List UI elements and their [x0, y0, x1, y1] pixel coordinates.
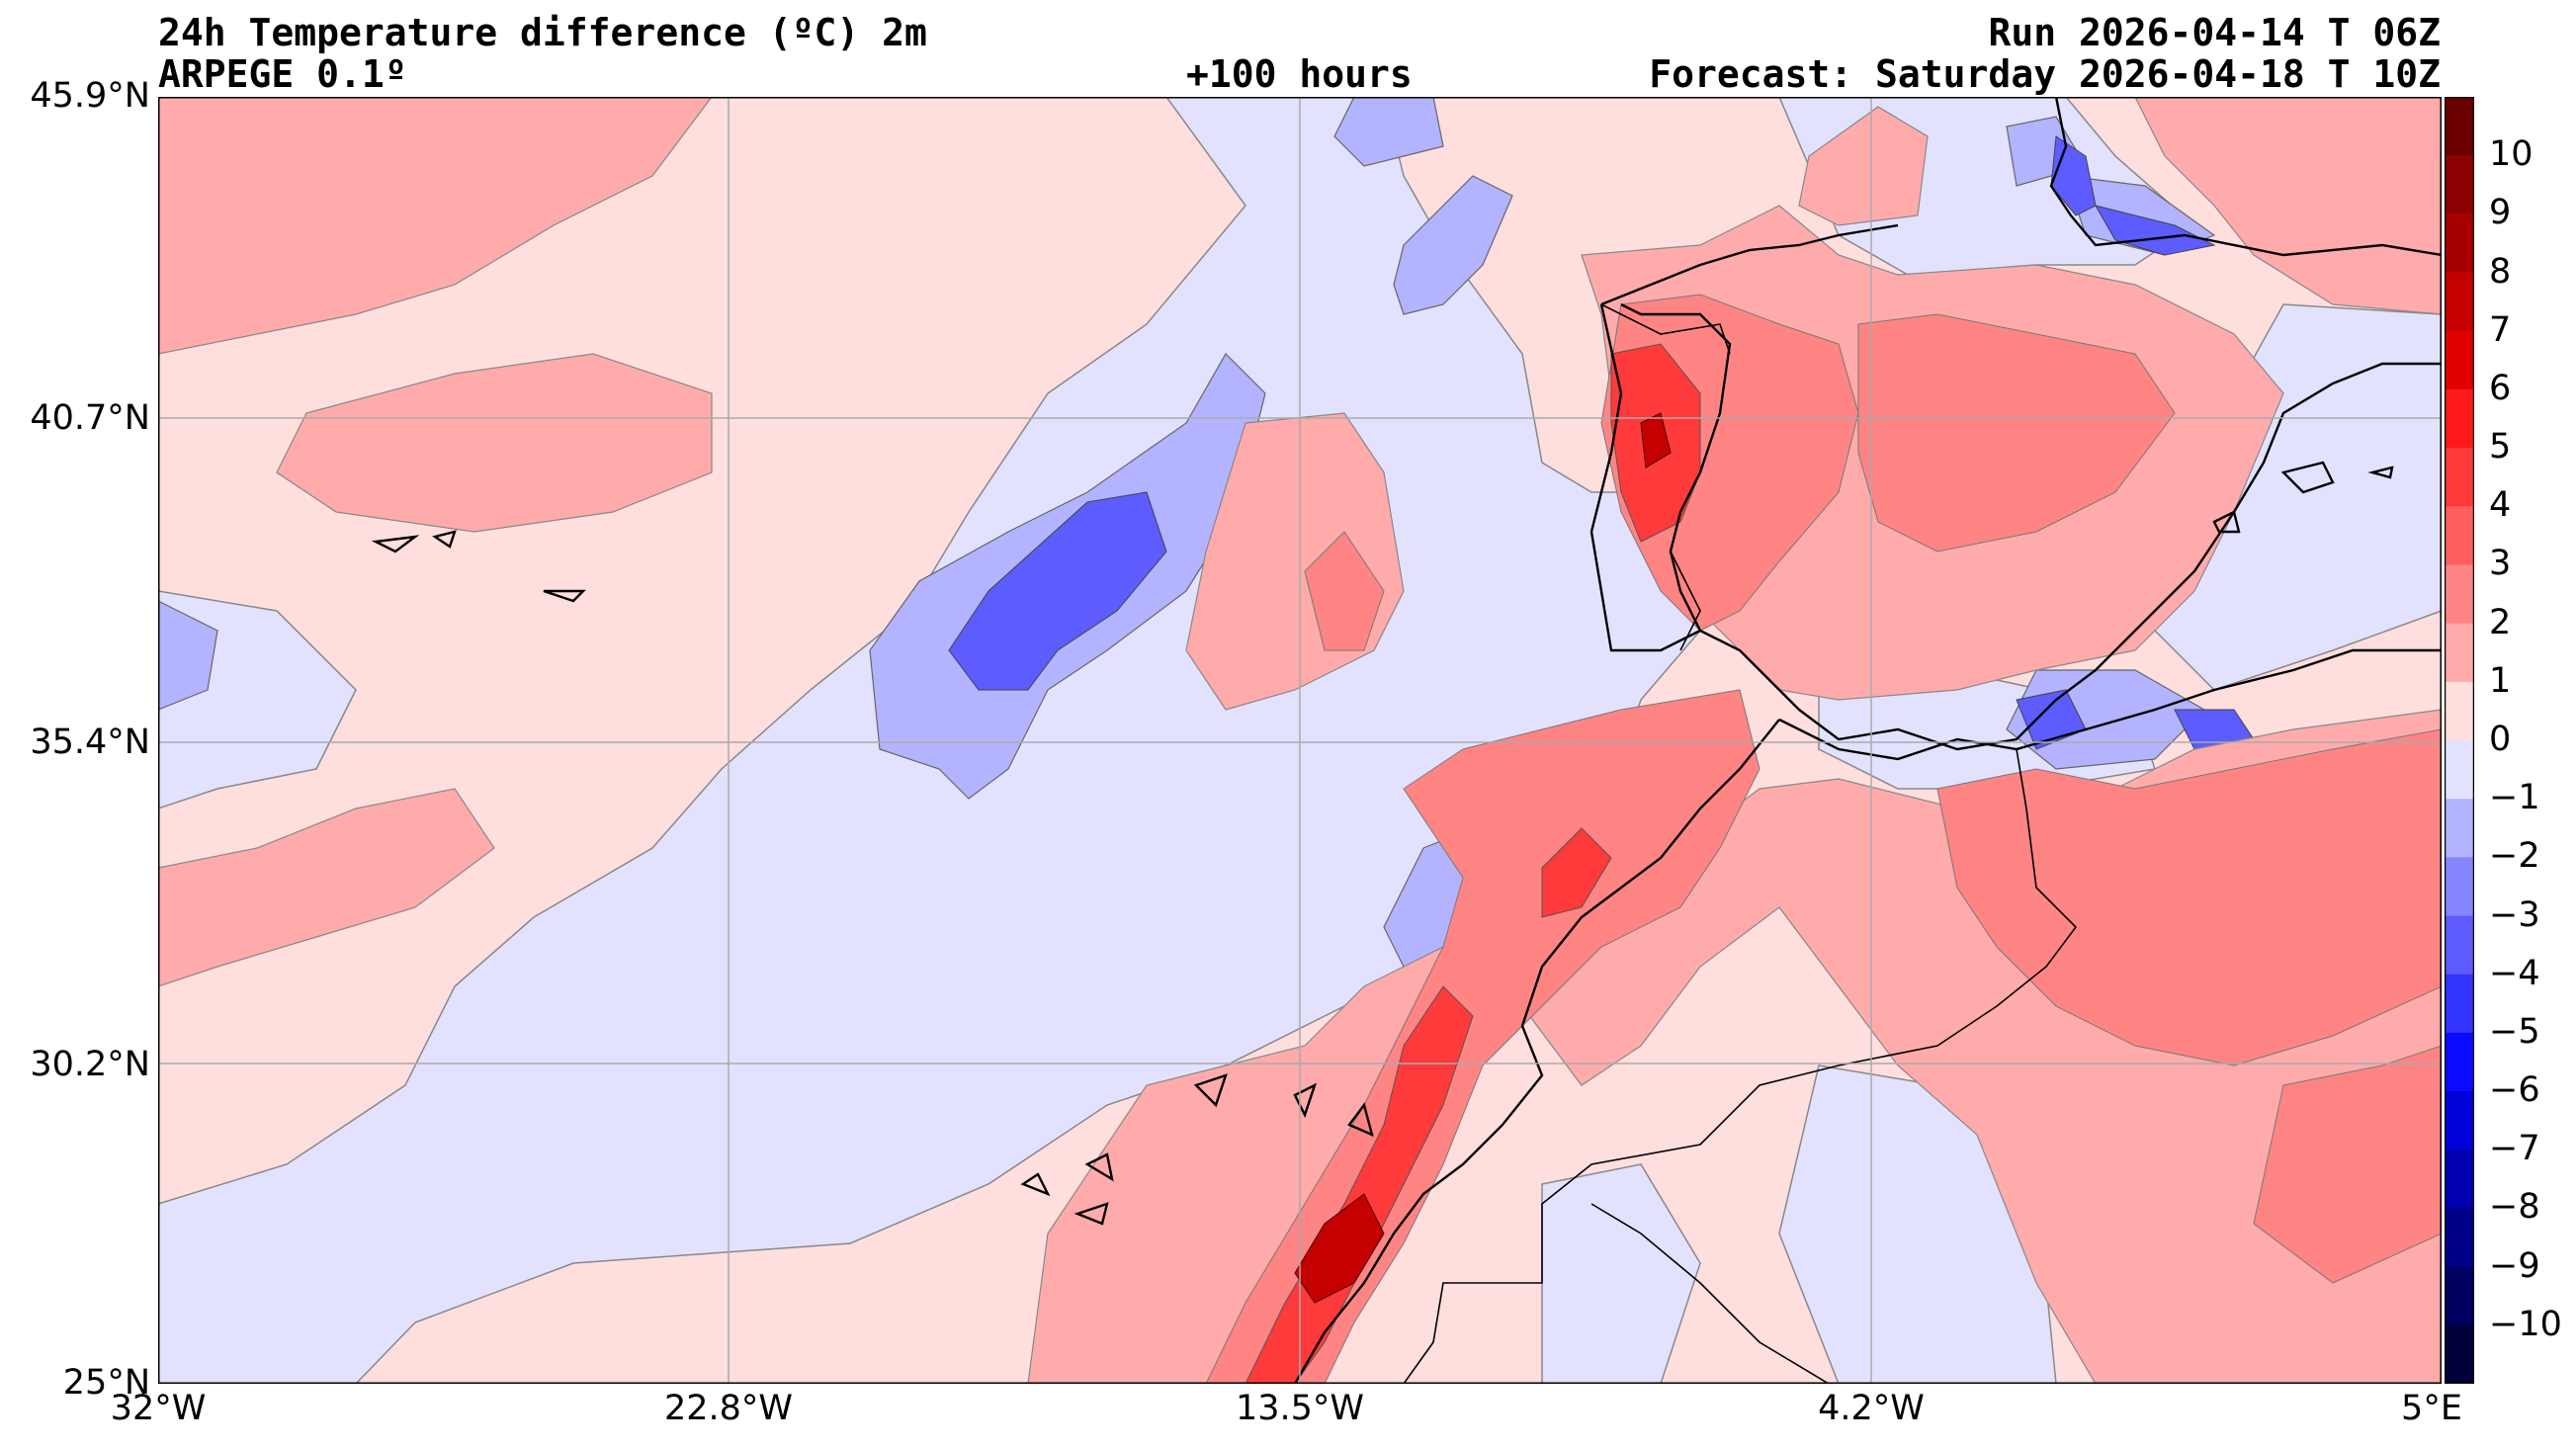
- lon-label: 5°E: [2401, 1389, 2462, 1428]
- colorbar-swatch: [2445, 799, 2474, 858]
- colorbar-tick-label: 8: [2489, 251, 2512, 292]
- lon-label: 32°W: [110, 1389, 207, 1428]
- colorbar-tick-label: 10: [2489, 134, 2533, 175]
- lead-time-label: +100 hours: [1186, 52, 1413, 96]
- extreme-heat-zones: [1294, 412, 1672, 1304]
- colorbar-tick-label: −1: [2489, 778, 2540, 818]
- colorbar-tick-label: −3: [2489, 894, 2540, 935]
- colorbar-tick-label: −8: [2489, 1187, 2540, 1228]
- colorbar-tick-label: −7: [2489, 1129, 2540, 1169]
- colorbar: [2445, 97, 2474, 1384]
- colorbar-swatch: [2445, 1091, 2474, 1150]
- colorbar-tick-label: −5: [2489, 1011, 2540, 1052]
- model-label: ARPEGE 0.1º: [158, 52, 407, 96]
- colorbar-swatch: [2445, 155, 2474, 214]
- lat-label: 35.4°N: [30, 723, 150, 762]
- colorbar-swatch: [2445, 564, 2474, 625]
- lat-label: 25°N: [62, 1363, 150, 1403]
- colorbar-swatch: [2445, 388, 2474, 449]
- country-borders: [1403, 303, 2078, 1384]
- map-title: 24h Temperature difference (ºC) 2m: [158, 11, 927, 54]
- colorbar-swatch: [2445, 681, 2474, 741]
- colorbar-tick-label: 7: [2489, 309, 2512, 350]
- forecast-label: Forecast: Saturday 2026-04-18 T 10Z: [1649, 52, 2441, 96]
- colorbar-swatch: [2445, 1266, 2474, 1326]
- colorbar-swatch: [2445, 213, 2474, 274]
- colorbar-tick-label: −6: [2489, 1070, 2540, 1111]
- colorbar-tick-label: 2: [2489, 602, 2512, 642]
- colorbar-tick-label: 0: [2489, 720, 2512, 759]
- colorbar-swatch: [2445, 623, 2474, 683]
- colorbar-frame: [2445, 97, 2474, 1384]
- colorbar-swatch: [2445, 506, 2474, 566]
- colorbar-tick-label: 4: [2489, 485, 2512, 526]
- colorbar-swatch: [2445, 1150, 2474, 1210]
- colorbar-swatch: [2445, 1208, 2474, 1268]
- map-gridlines: [158, 97, 2442, 1384]
- colorbar-swatch: [2445, 1324, 2474, 1384]
- colorbar-swatch: [2445, 857, 2474, 917]
- colorbar-tick-label: 6: [2489, 368, 2512, 408]
- temperature-map: [158, 97, 2442, 1384]
- coastlines: [371, 97, 2442, 1384]
- colorbar-swatch: [2445, 1032, 2474, 1092]
- lon-label: 22.8°W: [663, 1389, 794, 1428]
- colorbar-tick-label: −10: [2489, 1304, 2562, 1344]
- lat-label: 30.2°N: [30, 1045, 150, 1084]
- colorbar-swatch: [2445, 974, 2474, 1034]
- lon-label: 13.5°W: [1235, 1389, 1365, 1428]
- lat-label: 40.7°N: [30, 398, 150, 438]
- colorbar-swatch: [2445, 330, 2474, 390]
- colorbar-tick-label: 1: [2489, 660, 2512, 701]
- map-frame: [158, 97, 2442, 1384]
- colorbar-swatch: [2445, 740, 2474, 800]
- colorbar-tick-label: 5: [2489, 427, 2512, 468]
- colorbar-swatch: [2445, 448, 2474, 507]
- lat-label: 45.9°N: [30, 76, 150, 116]
- colorbar-tick-label: 9: [2489, 193, 2512, 233]
- colorbar-swatch: [2445, 915, 2474, 976]
- colorbar-swatch: [2445, 272, 2474, 332]
- colorbar-tick-label: −2: [2489, 836, 2540, 877]
- colorbar-swatch: [2445, 97, 2474, 156]
- colorbar-tick-label: −4: [2489, 953, 2540, 993]
- colorbar-tick-label: −9: [2489, 1245, 2540, 1286]
- colorbar-tick-label: 3: [2489, 544, 2512, 584]
- run-label: Run 2026-04-14 T 06Z: [1988, 11, 2441, 54]
- lon-label: 4.2°W: [1818, 1389, 1925, 1428]
